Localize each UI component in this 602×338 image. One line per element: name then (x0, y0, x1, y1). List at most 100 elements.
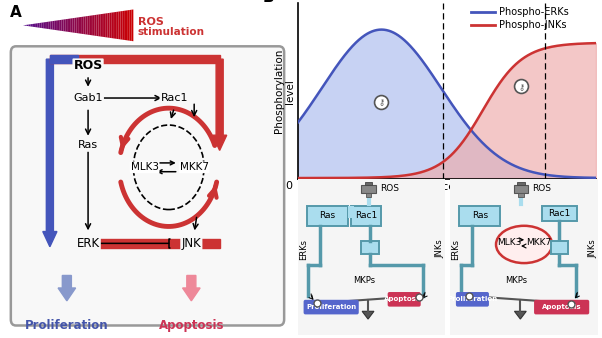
FancyBboxPatch shape (388, 292, 421, 307)
Polygon shape (119, 11, 120, 40)
Polygon shape (56, 20, 58, 30)
FancyBboxPatch shape (534, 300, 589, 314)
Polygon shape (84, 16, 85, 34)
Polygon shape (52, 21, 54, 30)
Text: ROS: ROS (73, 59, 103, 72)
Polygon shape (60, 20, 61, 31)
Polygon shape (38, 23, 40, 28)
Polygon shape (89, 16, 91, 35)
Bar (459, 206, 500, 226)
Polygon shape (124, 10, 126, 40)
Polygon shape (63, 19, 65, 31)
Text: stimulation: stimulation (138, 27, 205, 37)
Text: MKPs: MKPs (506, 276, 528, 285)
Polygon shape (32, 24, 34, 27)
Text: ERK: ERK (76, 237, 100, 250)
Bar (542, 206, 577, 221)
Text: Proliferation: Proliferation (306, 304, 356, 310)
Polygon shape (78, 17, 80, 33)
Polygon shape (515, 311, 526, 319)
Polygon shape (113, 12, 115, 39)
Polygon shape (67, 19, 69, 32)
Polygon shape (131, 9, 134, 41)
Text: Rac1: Rac1 (161, 93, 188, 103)
Polygon shape (73, 18, 75, 33)
Bar (551, 241, 568, 254)
Polygon shape (115, 12, 117, 39)
Polygon shape (101, 14, 102, 37)
Polygon shape (25, 25, 26, 26)
Bar (518, 193, 524, 197)
Polygon shape (47, 22, 49, 29)
Polygon shape (95, 15, 96, 36)
Polygon shape (43, 22, 45, 28)
Bar (351, 206, 380, 226)
Polygon shape (23, 25, 25, 26)
Text: Phospho-JNKs: Phospho-JNKs (499, 20, 566, 30)
FancyBboxPatch shape (11, 46, 284, 325)
Text: Rac1: Rac1 (355, 211, 377, 220)
Text: Ras: Ras (472, 211, 488, 220)
Text: A: A (10, 5, 22, 20)
Text: MKK7: MKK7 (526, 238, 551, 247)
Text: Apoptosis: Apoptosis (542, 304, 582, 310)
Polygon shape (49, 21, 51, 29)
Ellipse shape (496, 226, 552, 263)
Polygon shape (80, 17, 82, 34)
Polygon shape (82, 17, 84, 34)
Polygon shape (71, 18, 73, 32)
FancyArrow shape (96, 239, 220, 247)
Text: ⚷: ⚷ (518, 82, 524, 91)
Text: ERKs: ERKs (299, 239, 308, 260)
FancyArrow shape (50, 55, 78, 63)
Text: MLK3: MLK3 (131, 162, 159, 172)
Polygon shape (117, 11, 119, 39)
Polygon shape (108, 13, 110, 38)
Polygon shape (45, 22, 47, 29)
FancyBboxPatch shape (303, 300, 359, 314)
Polygon shape (122, 11, 124, 40)
X-axis label: ROS concentration: ROS concentration (395, 182, 499, 192)
Polygon shape (96, 15, 98, 36)
Polygon shape (98, 14, 101, 37)
Y-axis label: Phosphorylation
level: Phosphorylation level (274, 49, 295, 134)
FancyBboxPatch shape (296, 177, 448, 337)
Text: Phospho-ERKs: Phospho-ERKs (499, 7, 569, 17)
FancyArrow shape (43, 59, 57, 247)
Polygon shape (85, 16, 87, 34)
Polygon shape (51, 21, 52, 30)
Polygon shape (75, 18, 76, 33)
Polygon shape (69, 19, 71, 32)
FancyArrow shape (213, 59, 227, 150)
Polygon shape (129, 10, 131, 41)
Text: B: B (262, 0, 274, 5)
Bar (361, 241, 379, 254)
Text: ROS: ROS (380, 184, 399, 193)
Polygon shape (76, 17, 78, 33)
Bar (365, 182, 373, 185)
FancyBboxPatch shape (456, 292, 489, 307)
Bar (517, 182, 525, 185)
Polygon shape (106, 13, 108, 38)
Polygon shape (58, 20, 60, 31)
Text: ROS: ROS (138, 17, 164, 27)
Polygon shape (61, 20, 63, 31)
Text: Apoptosis: Apoptosis (384, 296, 424, 302)
Polygon shape (65, 19, 67, 32)
Polygon shape (40, 23, 42, 28)
Text: Proliferation: Proliferation (25, 319, 109, 332)
Polygon shape (26, 25, 28, 26)
Text: Apoptosis: Apoptosis (158, 319, 224, 332)
FancyArrow shape (58, 275, 76, 301)
Polygon shape (111, 13, 113, 38)
Text: ERKs: ERKs (451, 239, 460, 260)
Bar (514, 185, 529, 193)
FancyArrow shape (50, 55, 220, 63)
Polygon shape (30, 24, 32, 27)
Polygon shape (91, 15, 93, 35)
Polygon shape (120, 11, 122, 40)
Text: MLK3: MLK3 (497, 238, 521, 247)
Polygon shape (126, 10, 128, 41)
Bar (307, 206, 348, 226)
Polygon shape (34, 24, 36, 27)
